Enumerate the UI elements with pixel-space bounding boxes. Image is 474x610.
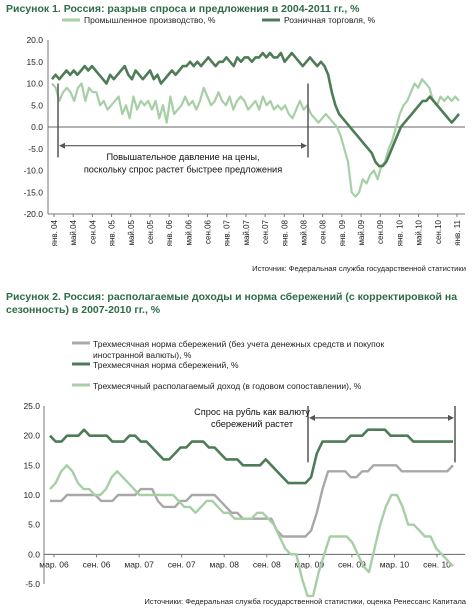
chart1-x-tick-label: май.09 [357, 219, 366, 245]
chart2-annotation-text: сбережений растет [211, 419, 294, 429]
chart2-y-tick-label: 20.0 [23, 431, 40, 441]
chart2-legend-label: Трехмесячный располагаемый доход (в годо… [93, 381, 362, 391]
chart1-title: Рисунок 1. Россия: разрыв спроса и предл… [6, 3, 360, 15]
chart1-annotation-text: поскольку спрос растет быстрее предложен… [84, 165, 282, 175]
chart2-x-tick-label: сен. 08 [253, 559, 281, 569]
chart1-x-tick-label: сен.08 [319, 219, 328, 244]
chart1-x-tick-label: янв. 04 [50, 219, 59, 246]
chart1-x-tick-label: янв. 07 [223, 219, 232, 246]
chart1-annotation-arrowhead-right [301, 142, 307, 149]
chart2-x-tick-label: мар. 08 [209, 559, 239, 569]
chart2-y-tick-label: 5.0 [28, 520, 40, 530]
chart1-y-tick-label: 10.0 [26, 79, 43, 89]
chart2-y-tick-label: 10.0 [23, 490, 40, 500]
chart1-x-tick-label: май.05 [127, 219, 136, 245]
chart2-series-line [49, 428, 453, 485]
chart2-legend-label: Трехмесячная норма сбережений (без учета… [93, 339, 384, 349]
chart1-y-tick-label: 5.0 [31, 100, 43, 110]
chart2-x-tick-label: сен. 06 [83, 559, 111, 569]
chart2-title: Рисунок 2. Россия: располагаемые доходы … [6, 291, 458, 316]
chart2-series-line [49, 464, 454, 598]
chart2-source: Источники: Федеральная служба государств… [144, 597, 466, 606]
chart2-y-tick-label: 0.0 [28, 549, 40, 559]
chart2-series-line [50, 464, 454, 538]
chart1-series-line [51, 78, 460, 198]
chart2-svg: 25.0 20.0 15.0 10.0 5.0 0.0 -5.0 мар. 06 сен. 06… [23, 339, 465, 598]
chart1-x-tick-label: май.10 [415, 219, 424, 245]
chart2-x-tick-label: мар. 09 [295, 559, 325, 569]
chart1-x-tick-label: май.07 [242, 219, 251, 245]
chart2-x-tick-label: сен. 07 [168, 559, 196, 569]
chart1-legend-label: Розничная торговля, % [284, 15, 376, 25]
chart1-x-tick-label: май.06 [184, 219, 193, 245]
chart1-x-tick-label: май.08 [299, 219, 308, 245]
chart1-y-tick-label: 20.0 [26, 35, 43, 45]
chart1-annotation-arrowhead-left [59, 142, 65, 149]
chart2-y-tick-label: -5.0 [25, 579, 40, 589]
chart1-y-tick-label: -20.0 [24, 209, 44, 219]
chart1-svg: 20.0 15.0 10.0 5.0 0.0 -5.0 -10.0 -15.0 -20.0 янв… [24, 15, 465, 246]
chart2-legend-label: Трехмесячная норма сбережений, % [93, 360, 239, 370]
chart2-y-tick-label: 25.0 [23, 401, 40, 411]
chart1-x-tick-label: янв. 06 [165, 219, 174, 246]
chart1-x-tick-label: сен.05 [146, 219, 155, 244]
chart1-x-tick-label: май.04 [69, 219, 78, 245]
chart2-x-tick-label: сен. 09 [338, 559, 366, 569]
chart2-x-tick-label: мар. 10 [380, 559, 410, 569]
chart1-annotation-text: Повышательное давление на цены, [106, 152, 259, 162]
chart2-y-tick-label: 15.0 [23, 460, 40, 470]
chart2-annotation-arrowhead-right [448, 414, 454, 421]
chart1-x-tick-label: сен.04 [88, 219, 97, 244]
chart1-x-tick-label: янв. 11 [453, 219, 462, 245]
chart1-y-tick-label: -10.0 [24, 166, 44, 176]
chart1-x-tick-label: янв. 08 [280, 219, 289, 246]
chart2-legend-label: иностранной валюты), % [93, 350, 192, 360]
chart2-x-tick-label: мар. 07 [124, 559, 154, 569]
chart1-source: Источник: Федеральная служба государстве… [252, 264, 466, 273]
chart2-x-tick-label: сен. 10 [423, 559, 451, 569]
chart2-annotation-arrowhead-left [309, 414, 315, 421]
chart1-x-tick-label: сен.06 [204, 219, 213, 244]
chart1-x-tick-label: сен.10 [434, 219, 443, 244]
chart1-legend-label: Промышленное производство, % [84, 15, 216, 25]
chart1-x-tick-label: сен.09 [376, 219, 385, 244]
chart1-x-tick-label: янв. 09 [338, 219, 347, 246]
chart1-x-tick-label: сен.07 [261, 219, 270, 244]
chart1-x-tick-label: янв. 10 [395, 219, 404, 246]
chart1-x-tick-label: янв. 05 [108, 219, 117, 246]
chart2-x-tick-label: мар. 06 [39, 559, 69, 569]
chart1-y-tick-label: -5.0 [28, 144, 43, 154]
chart1-series-line [50, 51, 460, 168]
chart1-y-tick-label: 0.0 [31, 122, 43, 132]
chart2-annotation-text: Спрос на рубль как валюту [194, 407, 310, 417]
chart1-y-tick-label: 15.0 [26, 57, 43, 67]
chart1-y-tick-label: -15.0 [24, 187, 44, 197]
